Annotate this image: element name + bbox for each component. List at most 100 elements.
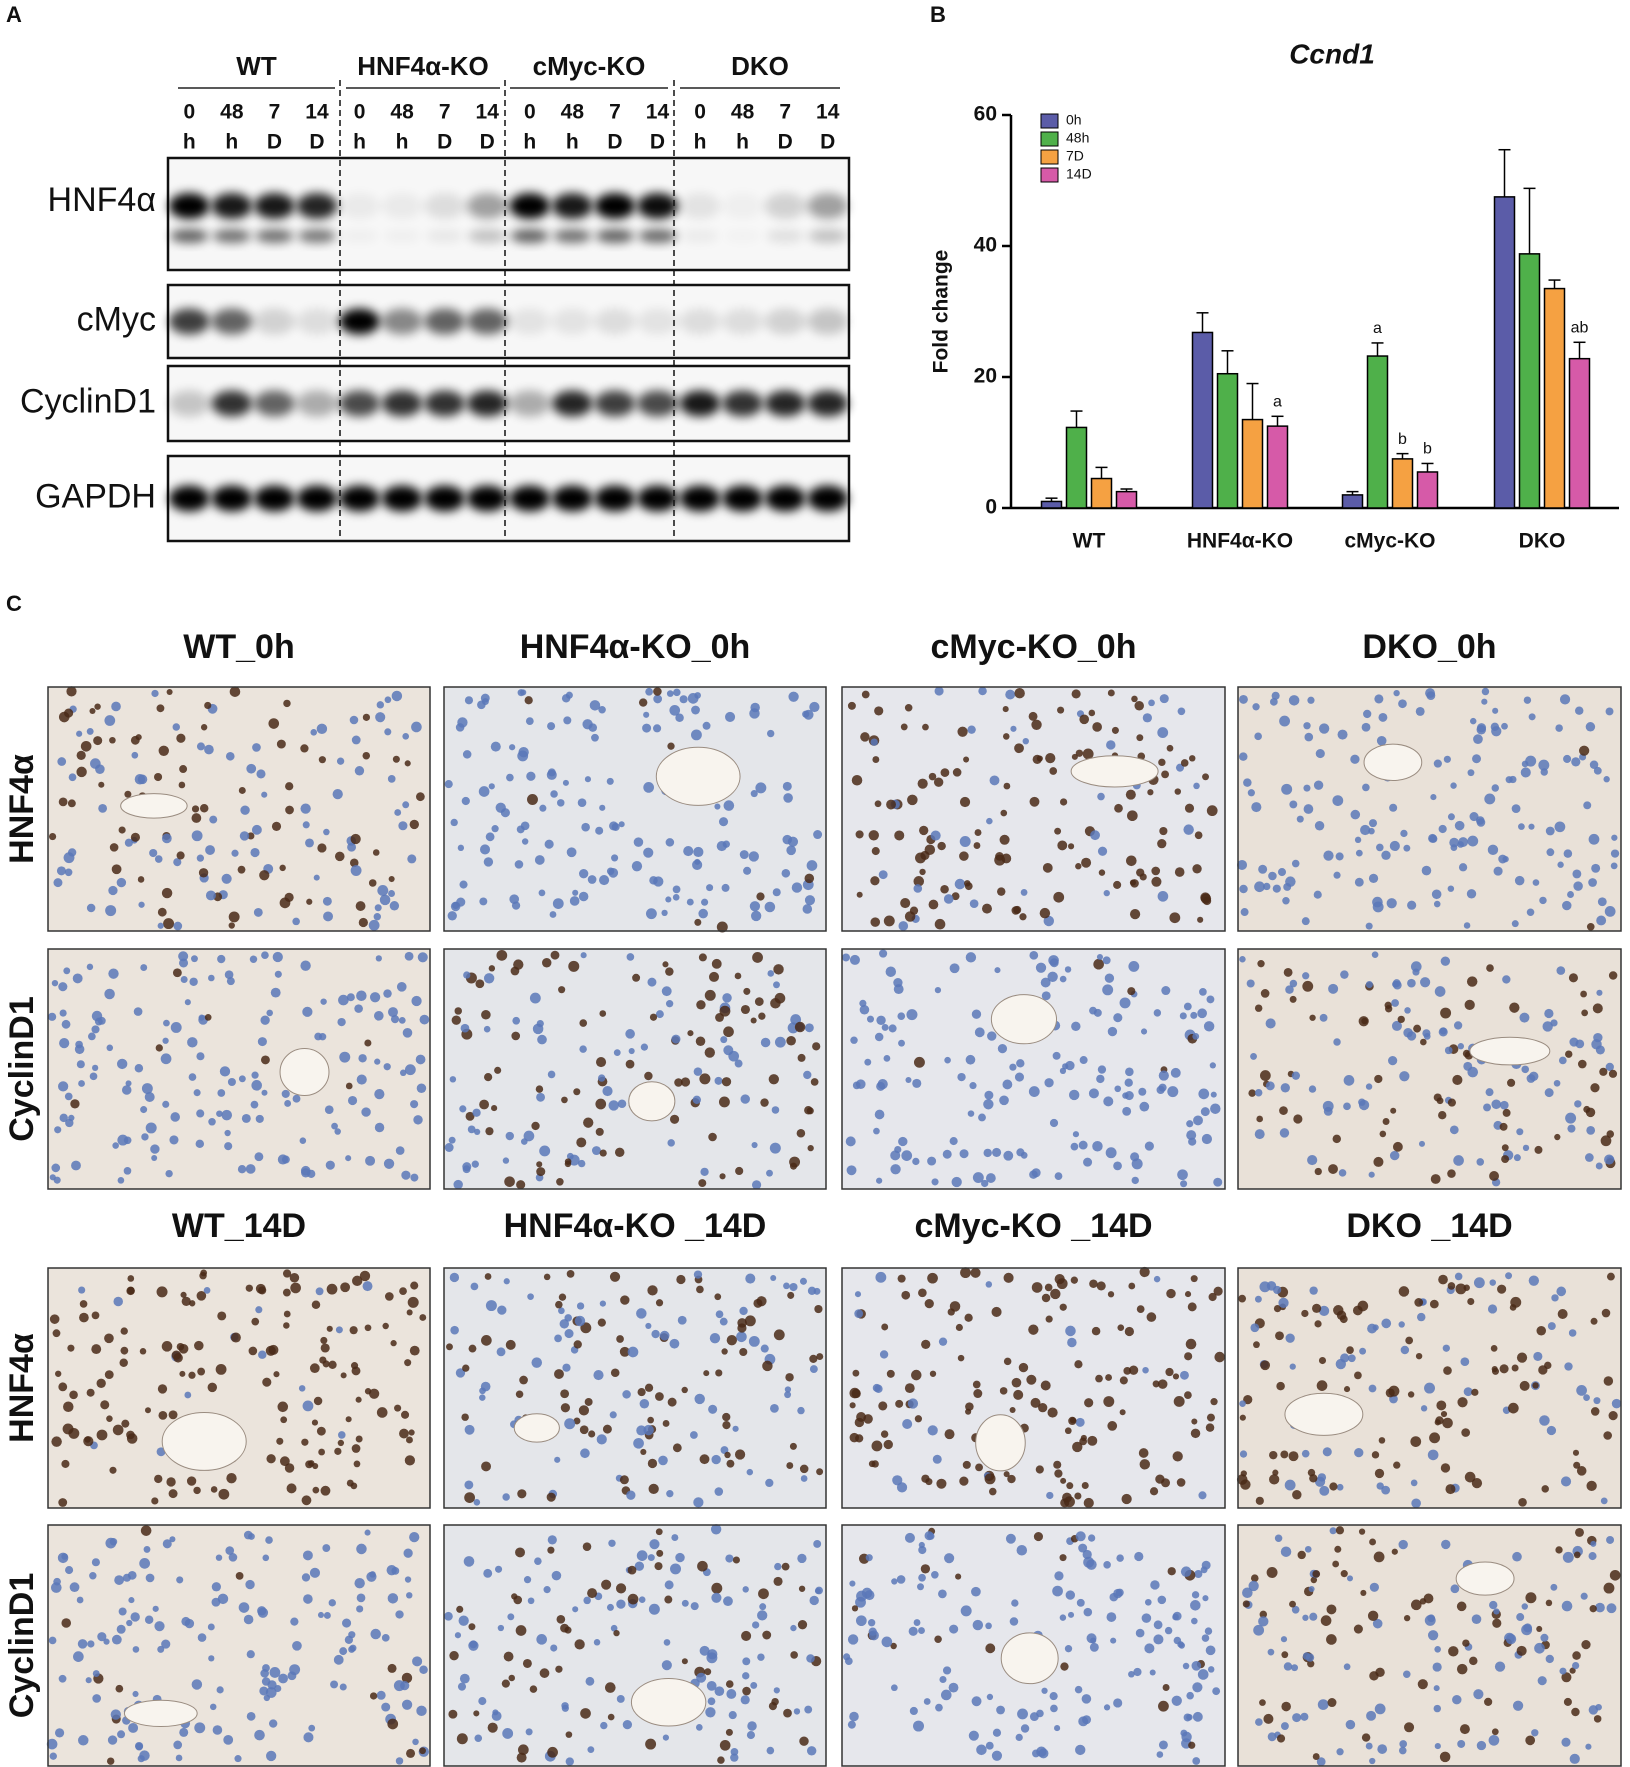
nucleus [699,1454,710,1465]
nucleus [1580,1592,1588,1600]
nucleus [1336,1483,1344,1491]
nucleus [1039,907,1051,919]
blot-band [509,308,551,335]
nucleus [207,1623,215,1631]
lane-label: 48 [561,101,585,124]
nucleus [140,964,148,972]
blot-band [553,229,592,243]
nucleus [898,1039,905,1047]
nucleus [1420,1405,1428,1412]
nucleus [1453,1021,1463,1030]
lane-label: 0 [694,101,706,124]
vessel [1455,1561,1515,1596]
nucleus [1404,1722,1415,1733]
nucleus [1079,714,1090,725]
nucleus [503,1278,510,1285]
nucleus [1096,953,1103,961]
nucleus [1584,1153,1594,1162]
nucleus [1571,1707,1580,1717]
nucleus [1128,960,1140,972]
nucleus [1067,1337,1077,1348]
nucleus [1207,1666,1215,1673]
nucleus [877,1078,888,1090]
nucleus [595,826,604,835]
nucleus [208,1118,216,1126]
nucleus [599,1300,606,1307]
nucleus [1481,698,1488,705]
nucleus [1532,879,1540,886]
nucleus [465,1111,475,1121]
nucleus [479,897,488,906]
nucleus [897,1274,906,1283]
nucleus [655,1299,664,1307]
nucleus [1203,1021,1215,1032]
nucleus [934,1635,942,1644]
nucleus [392,755,400,763]
nucleus [735,1166,744,1176]
lane-label: 48 [390,101,414,124]
nucleus [49,1752,57,1760]
nucleus [972,1380,981,1389]
nucleus [1239,1450,1248,1458]
nucleus [1291,1605,1300,1614]
nucleus [384,1292,394,1301]
nucleus [1365,1742,1373,1750]
nucleus [1315,749,1325,759]
nucleus [847,1720,856,1729]
nucleus [1447,1282,1456,1290]
nucleus [608,1539,616,1547]
stain-label: HNF4α [3,754,41,864]
nucleus [1020,1724,1030,1733]
nucleus [390,1015,400,1024]
nucleus [608,1100,619,1111]
nucleus [501,1679,510,1688]
nucleus [960,1605,972,1617]
nucleus [1374,1703,1386,1715]
nucleus [1255,1496,1264,1505]
nucleus [1604,1154,1615,1165]
nucleus [1472,754,1482,764]
nucleus [416,1083,427,1094]
nucleus [864,1590,875,1601]
nucleus [572,1606,579,1613]
nucleus [189,977,198,986]
nucleus [1593,766,1602,775]
nucleus [952,768,962,777]
nucleus [734,1449,746,1460]
nucleus [1258,864,1268,874]
nucleus [547,1535,557,1545]
nucleus [211,1582,222,1592]
lane-label: 14 [305,101,329,124]
nucleus [345,1082,353,1090]
nucleus [812,1042,821,1051]
error-bar [1271,415,1284,427]
nucleus [1369,1538,1377,1546]
legend-label: 48h [1066,130,1089,146]
nucleus [49,832,57,841]
nucleus [783,793,793,803]
nucleus [595,1127,604,1136]
nucleus [1312,1570,1321,1578]
nucleus [1197,1008,1207,1019]
nucleus [691,729,702,741]
nucleus [356,990,367,1001]
nucleus [640,1448,647,1455]
nucleus [1505,1633,1517,1645]
nucleus [521,838,529,845]
nucleus [469,1640,478,1649]
nucleus [419,1747,426,1755]
nucleus [900,723,908,731]
nucleus [1536,1625,1543,1632]
nucleus [163,1019,170,1027]
nucleus [1029,1170,1038,1179]
nucleus [716,921,728,933]
nucleus [161,887,173,899]
nucleus [1528,1275,1540,1286]
nucleus [280,1416,288,1424]
nucleus [1092,1141,1103,1152]
nucleus [992,1147,1002,1158]
nucleus [1269,1474,1280,1485]
nucleus [320,1485,331,1496]
nucleus [376,1407,388,1418]
nucleus [1050,1288,1061,1300]
